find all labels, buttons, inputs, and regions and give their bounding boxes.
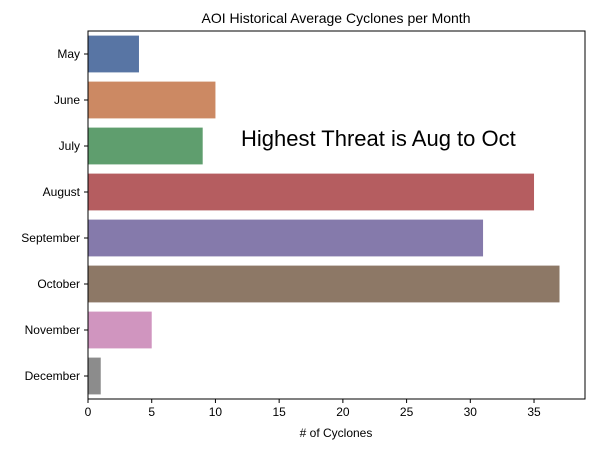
- x-tick-label: 30: [464, 405, 478, 419]
- y-tick-label: October: [37, 277, 80, 291]
- y-tick-label: June: [54, 93, 80, 107]
- chart-title: AOI Historical Average Cyclones per Mont…: [202, 10, 471, 26]
- x-axis-label: # of Cyclones: [300, 426, 373, 440]
- y-tick-label: July: [59, 139, 80, 153]
- chart-annotation: Highest Threat is Aug to Oct: [241, 126, 516, 151]
- y-tick-label: November: [25, 323, 80, 337]
- bars-layer: [88, 35, 560, 395]
- x-tick-label: 35: [527, 405, 541, 419]
- x-axis-ticks: 0 5 10 15 20 25 30 35: [85, 399, 541, 419]
- x-tick-label: 10: [209, 405, 223, 419]
- x-tick-label: 0: [85, 405, 92, 419]
- bar-november: [88, 311, 152, 349]
- bar-october: [88, 265, 560, 303]
- bar-june: [88, 81, 216, 119]
- bar-september: [88, 219, 484, 257]
- x-tick-label: 25: [400, 405, 414, 419]
- bar-july: [88, 127, 203, 165]
- bar-may: [88, 35, 139, 73]
- y-tick-label: December: [25, 369, 80, 383]
- x-tick-label: 15: [272, 405, 286, 419]
- y-tick-label: August: [43, 185, 81, 199]
- x-tick-label: 20: [336, 405, 350, 419]
- bar-august: [88, 173, 535, 211]
- y-tick-label: September: [21, 231, 80, 245]
- plot-frame: [87, 30, 586, 400]
- x-tick-label: 5: [148, 405, 155, 419]
- bar-december: [88, 357, 101, 395]
- y-axis-ticks: May June July August September October Novembe…: [21, 47, 88, 383]
- y-tick-label: May: [57, 47, 80, 61]
